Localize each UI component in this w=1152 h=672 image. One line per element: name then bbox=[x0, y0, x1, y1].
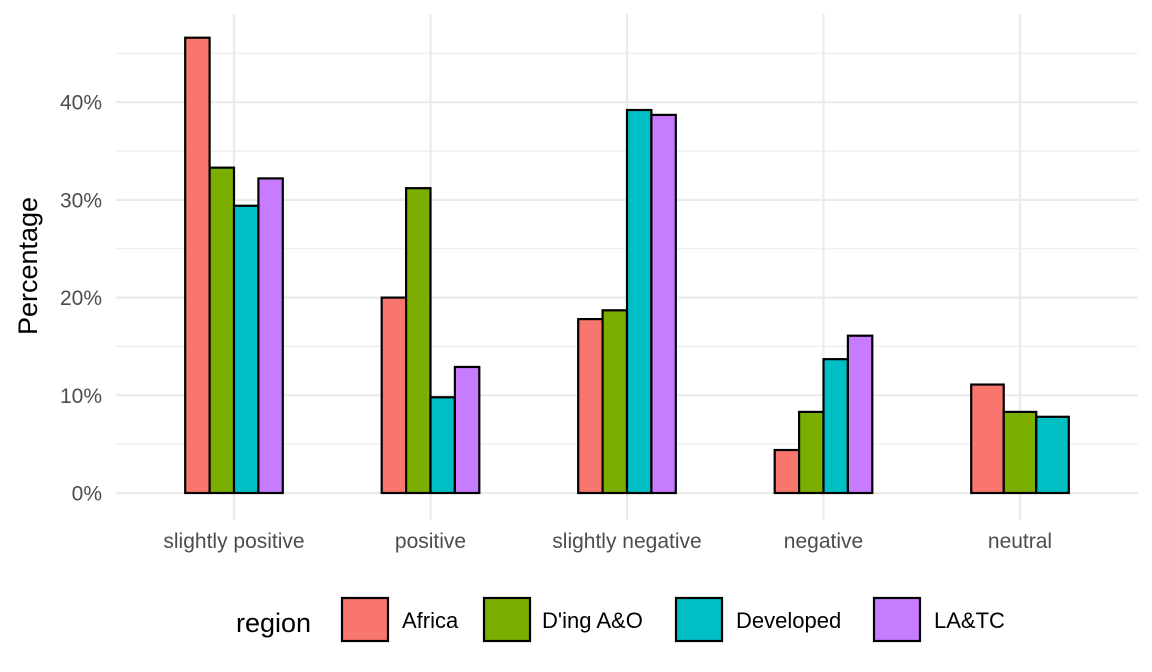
bar-5-2 bbox=[1002, 410, 1038, 495]
bar-2-4 bbox=[453, 365, 481, 495]
bar-3-3 bbox=[625, 108, 653, 495]
y-tick-label: 40% bbox=[60, 92, 102, 115]
legend-label: LA&TC bbox=[934, 608, 1005, 633]
bar-5-3 bbox=[1035, 415, 1070, 495]
x-tick-label: positive bbox=[395, 530, 466, 553]
x-tick-label: negative bbox=[784, 530, 863, 553]
bar-1-2 bbox=[208, 166, 236, 495]
legend: region Africa D'ing A&O Developed LA&TC bbox=[236, 596, 1005, 643]
bar-5-1 bbox=[970, 383, 1005, 495]
bars bbox=[184, 36, 1070, 495]
bar-2-3 bbox=[429, 396, 456, 495]
bar-2-1 bbox=[380, 296, 408, 495]
bar-3-2 bbox=[601, 309, 629, 495]
bar-1-3 bbox=[232, 204, 260, 495]
x-tick-label: slightly negative bbox=[552, 530, 701, 553]
legend-title: region bbox=[236, 608, 311, 638]
bar-3-4 bbox=[650, 113, 677, 495]
bar-4-3 bbox=[822, 358, 849, 495]
legend-swatch bbox=[482, 596, 532, 643]
x-tick-label: neutral bbox=[988, 530, 1052, 553]
legend-swatch bbox=[340, 596, 390, 643]
legend-swatch bbox=[674, 596, 724, 643]
bar-3-1 bbox=[577, 317, 604, 495]
y-tick-label: 0% bbox=[72, 483, 102, 506]
y-axis-tick-labels: 0% 10% 20% 30% 40% bbox=[60, 92, 102, 506]
legend-label: Developed bbox=[736, 608, 841, 633]
x-axis-tick-labels: slightly positive positive slightly negati… bbox=[163, 530, 1052, 553]
bar-4-1 bbox=[773, 448, 801, 495]
bar-2-2 bbox=[405, 187, 432, 495]
bar-4-4 bbox=[846, 334, 874, 495]
legend-label: Africa bbox=[402, 608, 459, 633]
y-tick-label: 10% bbox=[60, 385, 102, 408]
y-tick-label: 30% bbox=[60, 189, 102, 212]
x-tick-label: slightly positive bbox=[163, 530, 304, 553]
legend-swatch bbox=[872, 596, 922, 643]
bar-4-2 bbox=[797, 410, 825, 495]
y-axis-title: Percentage bbox=[13, 197, 43, 335]
y-tick-label: 20% bbox=[60, 287, 102, 310]
bar-1-1 bbox=[184, 36, 211, 495]
legend-label: D'ing A&O bbox=[542, 608, 643, 633]
bar-1-4 bbox=[257, 177, 284, 495]
